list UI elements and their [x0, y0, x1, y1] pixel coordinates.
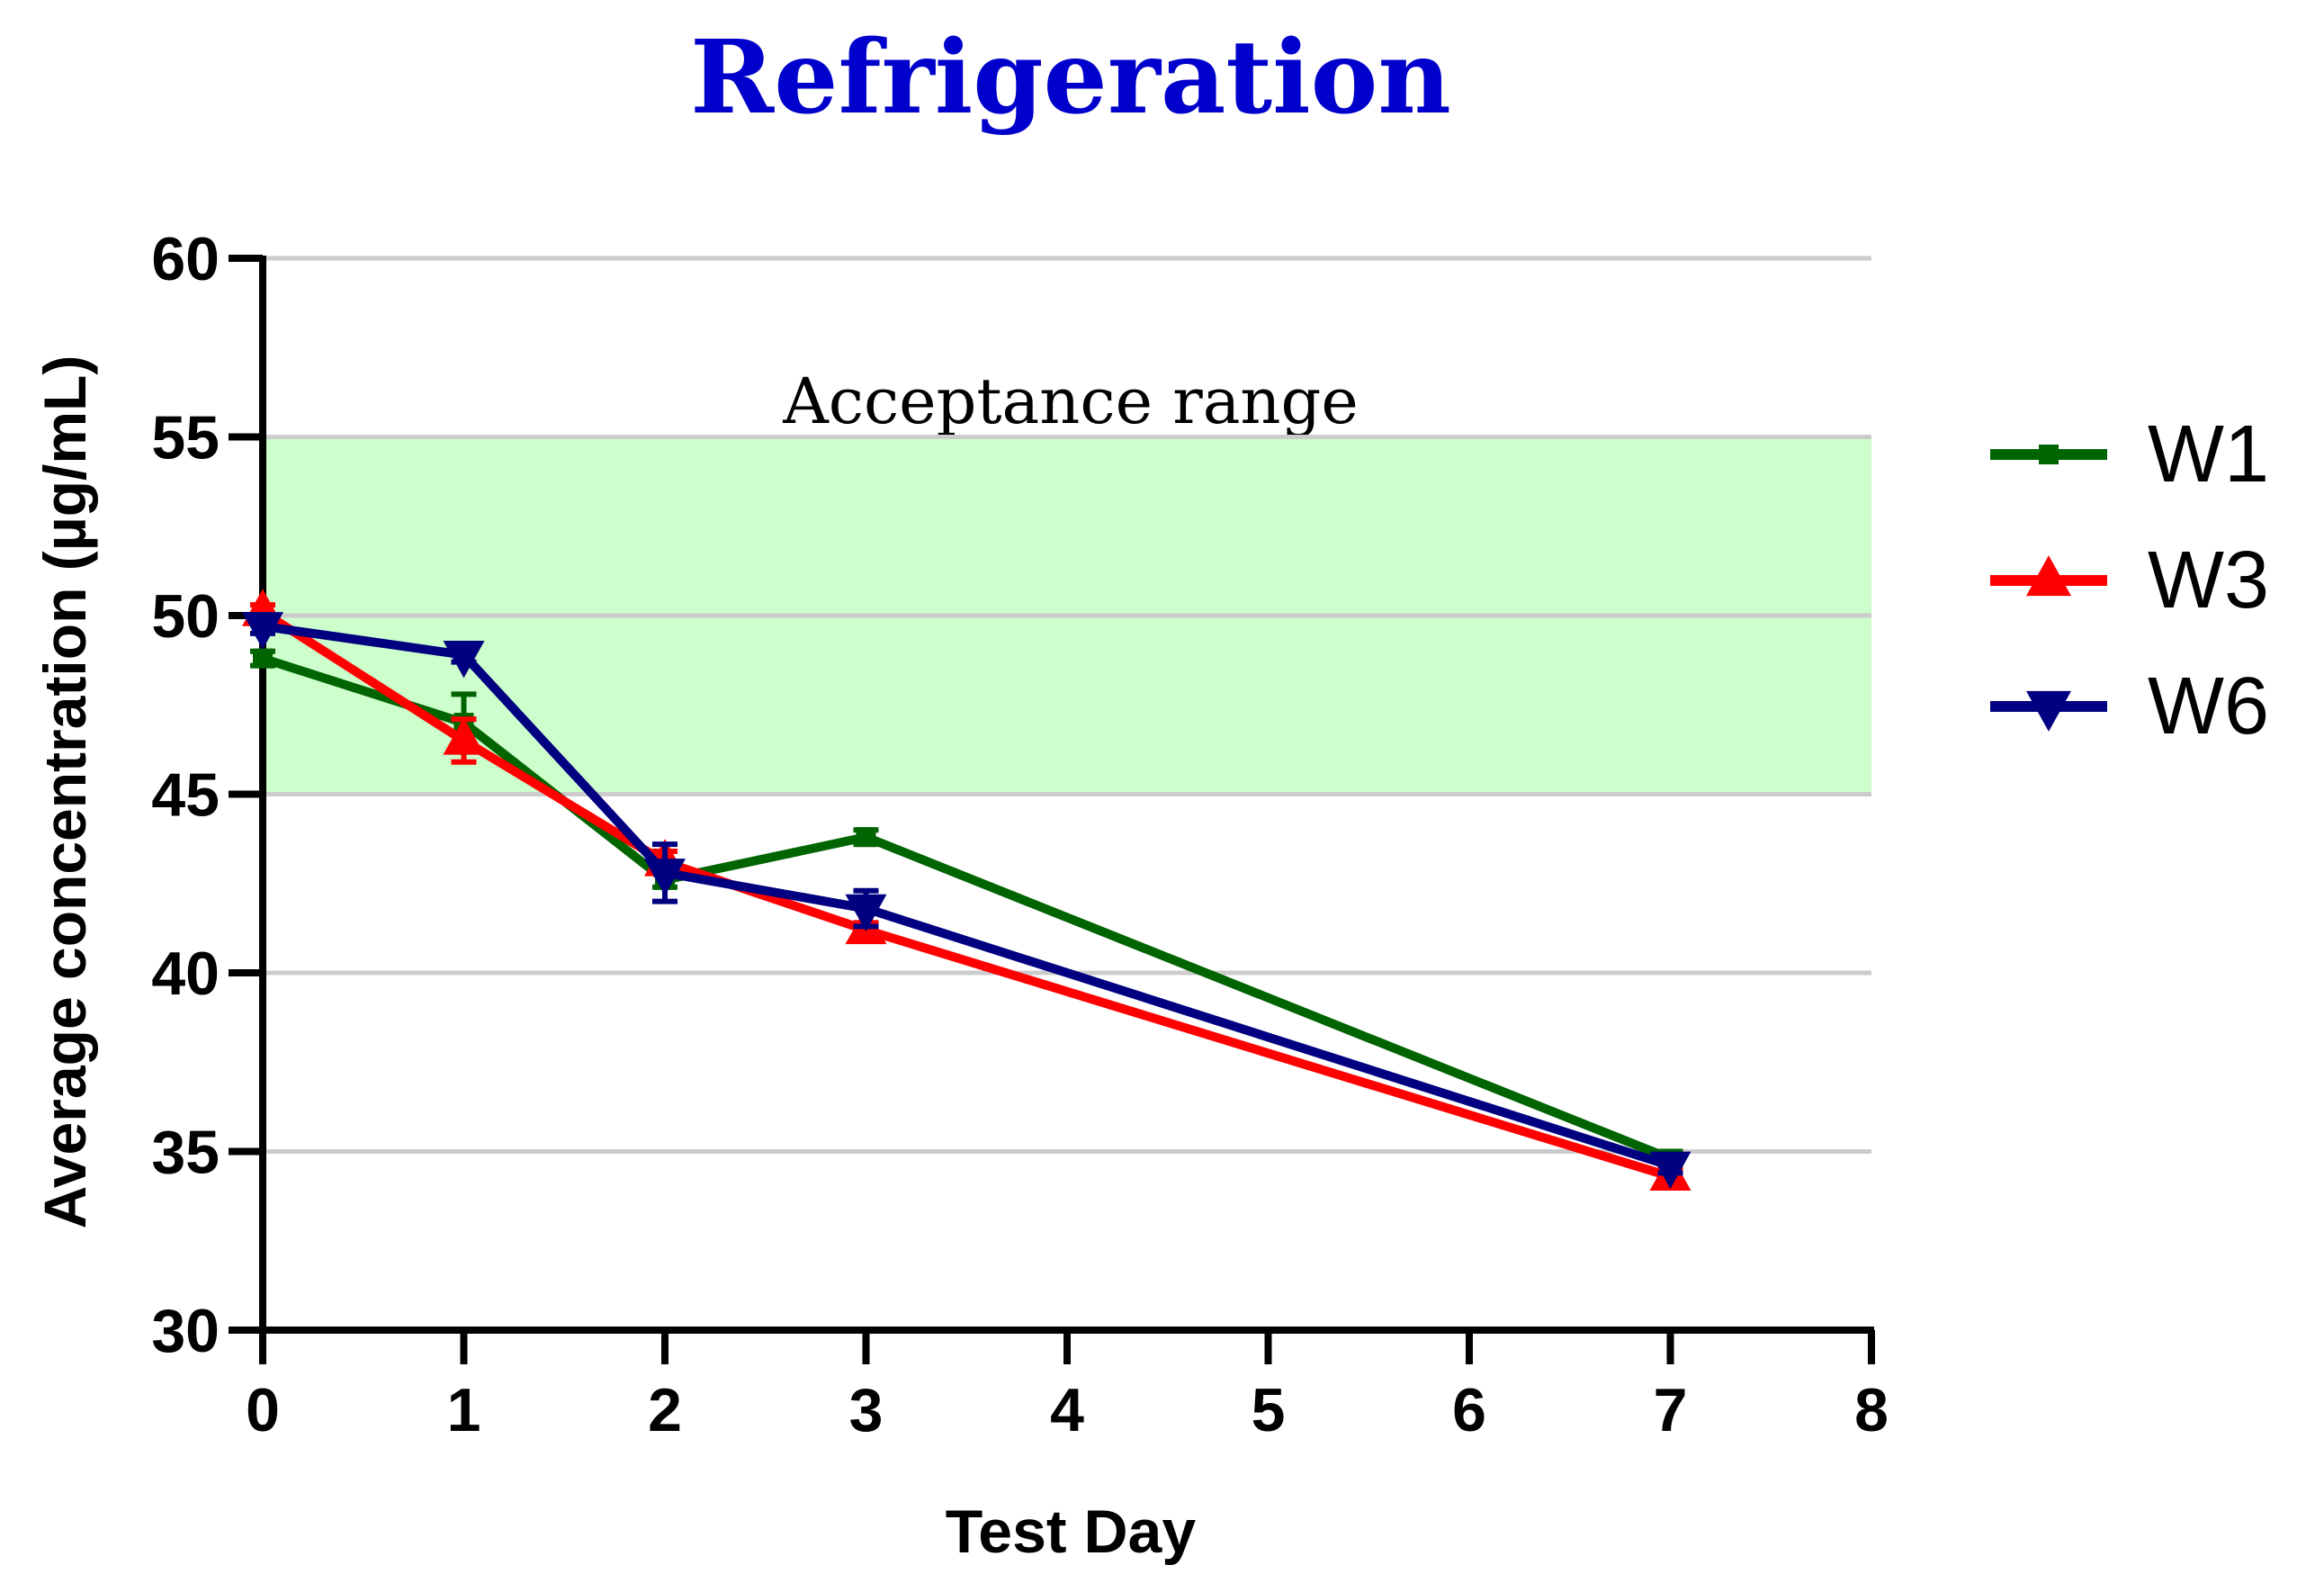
y-tick-label-55: 55 — [151, 404, 220, 472]
legend-label-W1: W1 — [2148, 409, 2269, 499]
legend-swatch-marker-W6 — [2026, 690, 2071, 732]
point-W6-2 — [644, 859, 686, 896]
y-axis-label: Average concentration (µg/mL) — [31, 355, 98, 1229]
legend-item-W6: W6 — [1990, 661, 2269, 751]
point-W6-1 — [443, 640, 485, 679]
legend-swatch-marker-W3 — [2026, 555, 2071, 597]
legend-label-W3: W3 — [2148, 535, 2269, 625]
acceptance-band-layer: Acceptance range — [263, 364, 1871, 795]
point-W3-1 — [443, 717, 485, 755]
x-tick-label-3: 3 — [849, 1376, 884, 1444]
x-tick-label-1: 1 — [447, 1376, 481, 1444]
y-tick-label-45: 45 — [151, 761, 220, 830]
y-tick-label-35: 35 — [151, 1119, 220, 1187]
legend: W1 W3 W6 — [1990, 409, 2269, 751]
x-tick-label-6: 6 — [1452, 1376, 1486, 1444]
legend-swatch-marker-W1 — [2039, 445, 2059, 464]
x-tick-label-4: 4 — [1050, 1376, 1084, 1444]
point-W6-0 — [242, 612, 283, 650]
legend-item-W3: W3 — [1990, 535, 2269, 625]
point-W6-3 — [845, 894, 887, 932]
y-tick-label-50: 50 — [151, 582, 220, 651]
point-W6-4 — [1649, 1151, 1691, 1190]
series-layer — [242, 589, 1691, 1192]
acceptance-range-label: Acceptance range — [782, 364, 1359, 438]
series-W6 — [242, 612, 1691, 1190]
x-axis-label: Test Day — [946, 1498, 1197, 1566]
point-W1-0 — [253, 648, 273, 669]
x-tick-label-2: 2 — [648, 1376, 682, 1444]
x-tick-label-7: 7 — [1654, 1376, 1688, 1444]
chart-title: Refrigeration — [690, 19, 1451, 137]
x-tick-label-5: 5 — [1252, 1376, 1286, 1444]
x-tick-label-0: 0 — [246, 1376, 280, 1444]
y-tick-label-40: 40 — [151, 940, 220, 1008]
y-tick-label-60: 60 — [151, 225, 220, 293]
x-tick-label-8: 8 — [1854, 1376, 1889, 1444]
y-tick-label-30: 30 — [151, 1297, 220, 1365]
point-W1-3 — [856, 827, 876, 848]
legend-label-W6: W6 — [2148, 661, 2269, 751]
legend-item-W1: W1 — [1990, 409, 2269, 499]
